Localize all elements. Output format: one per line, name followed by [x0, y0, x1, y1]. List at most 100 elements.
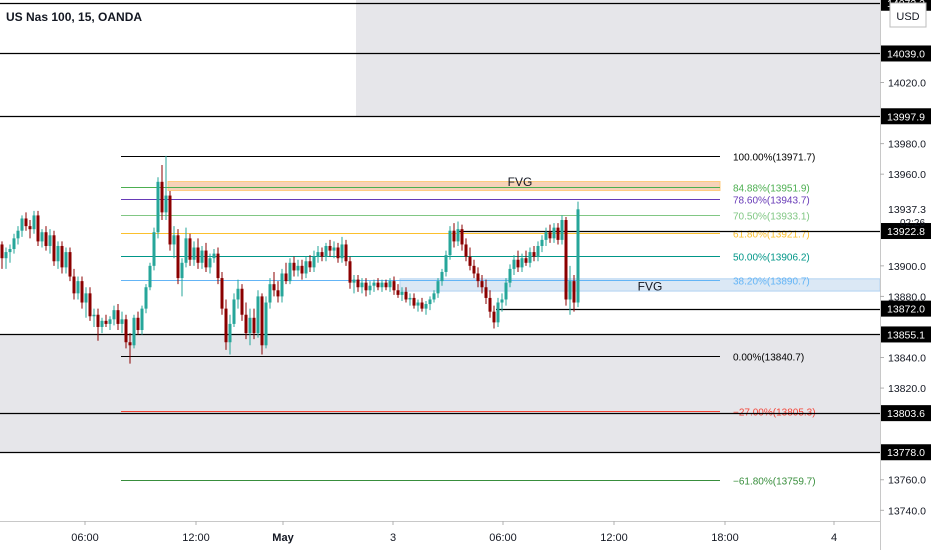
candle-body [284, 273, 288, 282]
candle-body [64, 252, 68, 268]
candle-body [204, 250, 208, 268]
candle-body [20, 218, 24, 231]
candle-body [252, 317, 256, 334]
fib-level-label: 100.00%(13971.7) [733, 153, 815, 164]
candle-body [456, 229, 460, 242]
price-level-badge-text: 13778.0 [887, 447, 925, 459]
currency-badge-bg [889, 2, 927, 28]
candle-body [548, 232, 552, 239]
candle-body [344, 244, 348, 262]
candle-body [460, 229, 464, 245]
candle-body [420, 302, 424, 309]
time-tick-label: 12:00 [600, 532, 628, 544]
horizontal-levels-layer[interactable] [0, 2, 880, 454]
candle-body [60, 245, 64, 268]
candle-body [52, 235, 56, 262]
time-tick-label: 4 [831, 532, 837, 544]
symbol-title: US Nas 100, 15, OANDA [6, 10, 142, 24]
candle-body [544, 232, 548, 240]
candle-body [320, 252, 324, 257]
candle-body [404, 291, 408, 300]
candle-body [104, 320, 108, 324]
candle-body [312, 256, 316, 268]
candle-body [520, 258, 524, 268]
candle-body [464, 244, 468, 257]
price-tick-label: 14020.0 [888, 78, 926, 90]
candle-body [304, 261, 308, 274]
candle-body [300, 265, 304, 274]
candle-body [76, 281, 80, 294]
candle-body [432, 293, 436, 300]
candle-body [480, 281, 484, 288]
price-tick-label: 13820.0 [888, 383, 926, 395]
fib-level-label: 78.60%(13943.7) [733, 196, 810, 207]
candle-body [224, 308, 228, 343]
candle-body [528, 252, 532, 263]
candle-body [508, 268, 512, 283]
candle-body [260, 296, 264, 346]
price-tick-label: 13880.0 [888, 291, 926, 303]
candle-body [132, 317, 136, 346]
candle-body [340, 244, 344, 259]
candle-body [188, 238, 192, 260]
candle-body [12, 238, 16, 250]
candle-body [288, 262, 292, 282]
candle-body [500, 299, 504, 303]
price-level-badge-text: 13872.0 [887, 304, 925, 316]
candle-body [240, 288, 244, 315]
candle-body [176, 235, 180, 279]
candle-body [208, 258, 212, 268]
fvg-box [167, 181, 721, 192]
fvg-layer [167, 181, 881, 292]
candle-body [80, 281, 84, 303]
fib-level-label: 84.88%(13951.9) [733, 184, 810, 195]
candle-body [92, 314, 96, 317]
price-level-badge [881, 108, 931, 125]
candle-body [168, 195, 172, 245]
candle-body [524, 258, 528, 263]
candle-body [472, 265, 476, 274]
candle-body [4, 252, 8, 259]
candle-body [444, 255, 448, 272]
candle-body [328, 245, 332, 251]
price-level-badge [881, 326, 931, 343]
time-tick-label: 06:00 [489, 532, 517, 544]
gray-zone [0, 334, 880, 453]
price-tick-label: 13760.0 [888, 475, 926, 487]
candle-body [380, 282, 384, 288]
candle-body [192, 247, 196, 260]
fib-level-label: 70.50%(13933.1) [733, 212, 810, 223]
fibonacci-retracement[interactable]: 100.00%(13971.7) 84.88%(13951.9)78.60%(13… [121, 153, 816, 488]
candle-body [84, 293, 88, 303]
candle-body [268, 284, 272, 303]
candle-body [296, 265, 300, 271]
candle-body [416, 302, 420, 306]
candle-body [556, 227, 560, 240]
candle-body [56, 245, 60, 262]
price-level-badge-text: 14039.0 [887, 48, 925, 60]
candle-body [72, 276, 76, 294]
candle-body [428, 299, 432, 305]
candle-body [180, 262, 184, 279]
candle-body [48, 235, 52, 246]
candle-body [352, 279, 356, 283]
candle-body [396, 290, 400, 295]
currency-label[interactable]: USD [896, 11, 919, 23]
candle-body [244, 314, 248, 334]
candle-body [504, 282, 508, 300]
candle-body [572, 281, 576, 303]
candle-body [388, 281, 392, 288]
candle-body [356, 279, 360, 288]
candle-body [172, 235, 176, 245]
candle-body [32, 215, 36, 230]
candle-body [384, 282, 388, 288]
candle-body [308, 261, 312, 268]
candle-body [136, 317, 140, 331]
candle-body [124, 319, 128, 343]
candle-body [372, 282, 376, 286]
candle-body [148, 265, 152, 288]
candle-body [144, 287, 148, 309]
price-axis[interactable]: 14020.0 13980.0 13960.0 13900.0 13880.0 13840… [880, 78, 926, 518]
time-axis[interactable]: 06:00 12:00 May 3 06:00 12:00 18:00 4 [71, 521, 837, 544]
